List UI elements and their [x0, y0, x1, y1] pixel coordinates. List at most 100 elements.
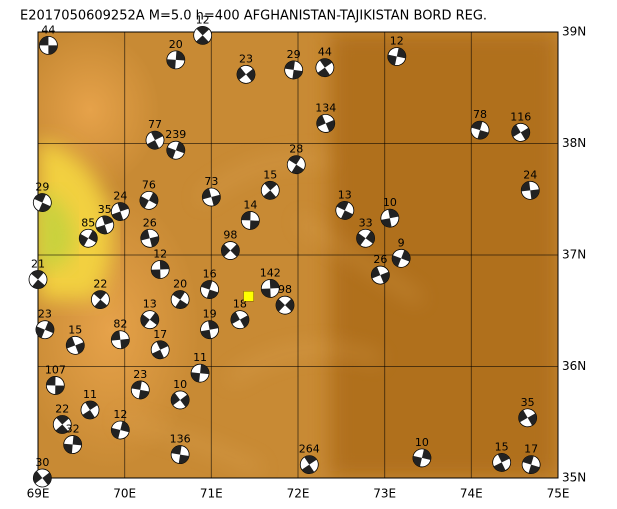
event-label: 14 — [243, 198, 257, 211]
focal-mechanism — [200, 320, 220, 340]
event-label: 44 — [41, 23, 55, 36]
beachball-compression — [39, 36, 58, 55]
beachball-compression — [66, 336, 85, 354]
focal-mechanism — [35, 320, 55, 340]
focal-mechanism — [230, 310, 250, 330]
event-label: 16 — [203, 268, 217, 281]
map-layer: 69E 70E 71E 72E 73E 74E 75E 35N 36N 37N 38N 39N 44 12… — [27, 13, 587, 501]
epicenter — [243, 291, 254, 302]
beachball-compression — [166, 50, 185, 69]
beachball-compression — [191, 364, 210, 383]
event-label: 26 — [143, 216, 157, 229]
beachball-compression — [237, 67, 255, 82]
beachball-compression — [96, 215, 114, 234]
focal-mechanism — [45, 376, 65, 395]
event-label: 15 — [495, 440, 509, 453]
focal-mechanism — [130, 380, 150, 400]
beachball-compression — [284, 60, 303, 79]
focal-mechanism — [380, 208, 400, 228]
focal-mechanism — [521, 455, 541, 475]
event-label: 11 — [193, 351, 207, 364]
y-tick-label: 39N — [562, 25, 586, 39]
focal-mechanism — [170, 290, 190, 310]
beachball-compression — [522, 455, 540, 474]
beachball-compression — [166, 141, 185, 159]
event-label: 15 — [68, 323, 82, 336]
event-label: 9 — [398, 236, 405, 249]
event-label: 264 — [299, 443, 320, 456]
focal-mechanism — [240, 211, 260, 230]
event-label: 22 — [55, 402, 69, 415]
beachball-compression — [276, 298, 294, 312]
beachball-compression — [356, 230, 375, 246]
x-tick-label: 72E — [287, 487, 310, 501]
event-label: 116 — [510, 110, 531, 123]
focal-mechanism — [220, 241, 240, 260]
event-label: 17 — [524, 443, 538, 456]
event-label: 35 — [521, 396, 535, 409]
focal-mechanism — [193, 25, 213, 45]
x-tick-label: 75E — [547, 487, 570, 501]
focal-mechanism — [170, 445, 190, 464]
event-label: 24 — [113, 190, 127, 203]
beachball-compression — [493, 453, 510, 472]
event-label: 35 — [98, 203, 112, 216]
focal-mechanism — [63, 435, 83, 454]
event-label: 98 — [223, 229, 237, 242]
beachball-compression — [152, 340, 169, 359]
event-label: 44 — [318, 46, 332, 59]
focal-mechanism — [170, 390, 190, 410]
beachball-compression — [471, 121, 489, 140]
map-title: E2017050609252A M=5.0 h=400 AFGHANISTAN-… — [20, 9, 487, 24]
beachball-compression — [371, 266, 390, 284]
beachball-compression — [263, 181, 278, 200]
event-label: 20 — [173, 278, 187, 291]
event-label: 20 — [169, 38, 183, 51]
beachball-compression — [31, 270, 45, 289]
beachball-compression — [172, 290, 188, 309]
beachball-compression — [316, 115, 335, 132]
event-label: 10 — [383, 196, 397, 209]
event-label: 11 — [83, 388, 97, 401]
focal-mechanism — [260, 279, 280, 298]
focal-mechanism — [166, 140, 186, 160]
focal-mechanism — [28, 270, 48, 289]
focal-mechanism — [39, 35, 58, 55]
event-label: 17 — [153, 328, 167, 341]
event-label: 13 — [338, 188, 352, 201]
event-label: 10 — [415, 436, 429, 449]
event-label: 142 — [260, 266, 281, 279]
beachball-compression — [36, 321, 54, 339]
beachball-compression — [301, 455, 317, 474]
focal-mechanism — [316, 114, 336, 133]
event-label: 13 — [143, 298, 157, 311]
focal-mechanism — [110, 330, 130, 350]
focal-mechanism — [335, 200, 355, 220]
event-label: 30 — [35, 456, 49, 469]
focal-mechanism — [200, 280, 220, 299]
focal-mechanism — [139, 190, 159, 210]
beachball-compression — [171, 445, 190, 464]
focal-mechanism — [95, 215, 115, 235]
event-label: 10 — [173, 378, 187, 391]
event-label: 12 — [196, 13, 210, 26]
event-label: 22 — [93, 278, 107, 291]
event-label: 24 — [523, 168, 537, 181]
focal-mechanism — [236, 64, 256, 84]
focal-mechanism — [286, 155, 306, 175]
event-label: 26 — [373, 253, 387, 266]
focal-mechanism — [32, 193, 52, 212]
y-tick-label: 37N — [562, 248, 586, 262]
focal-mechanism — [275, 295, 295, 315]
beachball-compression — [387, 47, 406, 66]
focal-mechanism — [260, 180, 280, 200]
focal-mechanism — [315, 58, 335, 78]
beachball-compression — [412, 449, 431, 467]
beachball-compression — [111, 330, 130, 349]
event-label: 28 — [289, 143, 303, 156]
focal-mechanism — [32, 468, 52, 488]
beachball-compression — [230, 311, 249, 328]
event-label: 33 — [359, 216, 373, 229]
beachball-compression — [221, 244, 240, 257]
